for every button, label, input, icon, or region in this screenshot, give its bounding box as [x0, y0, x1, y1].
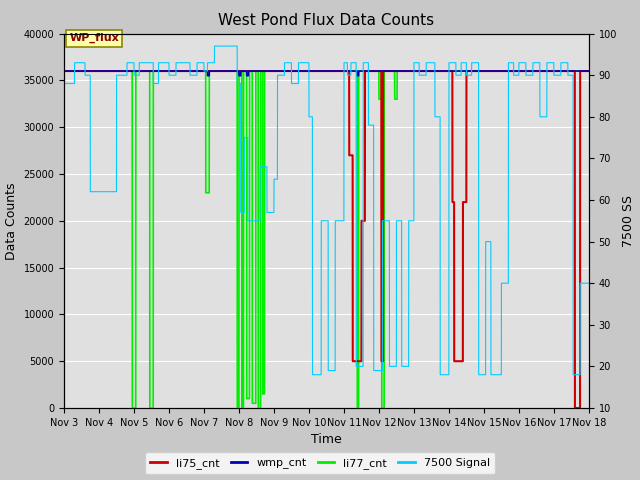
Y-axis label: Data Counts: Data Counts	[5, 182, 18, 260]
Title: West Pond Flux Data Counts: West Pond Flux Data Counts	[218, 13, 435, 28]
Y-axis label: 7500 SS: 7500 SS	[623, 195, 636, 247]
Legend: li75_cnt, wmp_cnt, li77_cnt, 7500 Signal: li75_cnt, wmp_cnt, li77_cnt, 7500 Signal	[145, 453, 495, 474]
X-axis label: Time: Time	[311, 433, 342, 446]
Text: WP_flux: WP_flux	[69, 33, 119, 43]
